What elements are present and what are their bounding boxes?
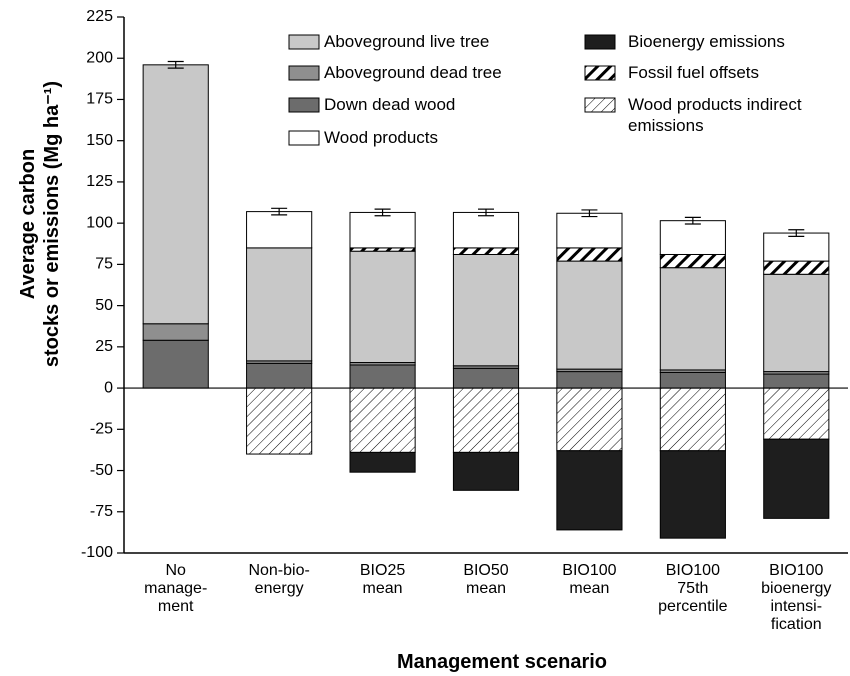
bar-segment xyxy=(452,387,520,453)
bar-segment xyxy=(452,253,520,367)
x-tick-label: BIO100 mean xyxy=(562,562,617,597)
y-tick-label: 200 xyxy=(86,49,113,66)
error-bar xyxy=(581,209,598,218)
bar-segment xyxy=(349,364,416,389)
y-tick-label: 225 xyxy=(86,8,113,25)
y-tick-label: -50 xyxy=(90,462,113,479)
bar-segment xyxy=(452,247,520,255)
bar-segment xyxy=(556,247,623,262)
bar-segment xyxy=(763,373,830,389)
bar-segment xyxy=(349,451,416,473)
y-tick-label: -25 xyxy=(90,421,113,438)
bar-segment xyxy=(142,64,209,325)
legend-label: Fossil fuel offsets xyxy=(628,63,760,82)
bar-segment xyxy=(452,451,520,491)
bar-segment xyxy=(142,323,209,341)
bar-segment xyxy=(246,247,313,362)
bar-segment xyxy=(659,267,726,371)
x-tick-label: BIO50 mean xyxy=(463,562,509,597)
bar-segment xyxy=(763,438,830,519)
bar-segment xyxy=(452,367,520,389)
x-tick-label: BIO100 bioenergy intensi- fication xyxy=(761,562,832,633)
bar-segment xyxy=(763,273,830,373)
bar-segment xyxy=(246,387,313,455)
legend-swatch xyxy=(288,97,320,113)
y-tick-label: 175 xyxy=(86,91,113,108)
bar-segment xyxy=(556,260,623,370)
y-tick-label: 150 xyxy=(86,132,113,149)
x-axis-title: Management scenario xyxy=(396,651,608,673)
error-bar xyxy=(788,229,805,237)
error-bar xyxy=(374,208,391,217)
legend-label: Wood products indirect emissions xyxy=(628,95,802,135)
error-bar xyxy=(167,60,184,69)
bar-segment xyxy=(142,339,209,389)
bar-segment xyxy=(556,450,623,531)
y-tick-label: 50 xyxy=(95,297,113,314)
x-tick-label: BIO25 mean xyxy=(359,562,406,597)
bar-segment xyxy=(556,212,623,249)
error-bar xyxy=(271,207,288,216)
legend-swatch xyxy=(288,34,320,50)
bar-segment xyxy=(659,371,726,389)
legend-label: Wood products xyxy=(324,128,439,147)
error-bar xyxy=(478,208,494,217)
error-bar xyxy=(684,216,701,225)
bar-segment xyxy=(659,253,726,269)
bar-segment xyxy=(246,211,313,249)
legend-label: Aboveground dead tree xyxy=(324,63,502,82)
bar-segment xyxy=(763,232,830,262)
legend-label: Down dead wood xyxy=(324,95,456,114)
bar-segment xyxy=(349,211,416,249)
bar-segment xyxy=(452,211,520,249)
legend-swatch xyxy=(584,34,616,50)
y-axis-title: Average carbon stocks or emissions (Mg h… xyxy=(17,80,63,368)
bar-segment xyxy=(349,250,416,364)
bar-segment xyxy=(763,387,830,440)
bar-segment xyxy=(659,220,726,255)
bar-segment xyxy=(556,371,623,389)
legend-swatch xyxy=(584,65,616,81)
bar-segment xyxy=(763,260,830,275)
bar-segment xyxy=(246,362,313,389)
x-tick-label: No manage- ment xyxy=(144,562,208,615)
y-tick-label: 100 xyxy=(86,214,113,231)
legend-swatch xyxy=(584,97,616,113)
y-tick-label: 75 xyxy=(95,256,113,273)
bar-segment xyxy=(349,387,416,453)
x-tick-label: Non-bio- energy xyxy=(248,562,310,597)
legend-label: Bioenergy emissions xyxy=(628,32,785,51)
y-tick-label: -100 xyxy=(81,544,113,561)
legend-label: Aboveground live tree xyxy=(324,32,490,51)
y-tick-label: 25 xyxy=(95,338,113,355)
y-tick-label: -75 xyxy=(90,503,113,520)
y-tick-label: 125 xyxy=(86,173,113,190)
legend-swatch xyxy=(288,65,320,81)
bar-segment xyxy=(659,387,726,452)
y-tick-label: 0 xyxy=(104,379,113,396)
bar-segment xyxy=(659,450,726,539)
legend-swatch xyxy=(288,130,320,146)
bar-segment xyxy=(556,387,623,452)
x-tick-label: BIO100 75th percentile xyxy=(658,562,728,615)
